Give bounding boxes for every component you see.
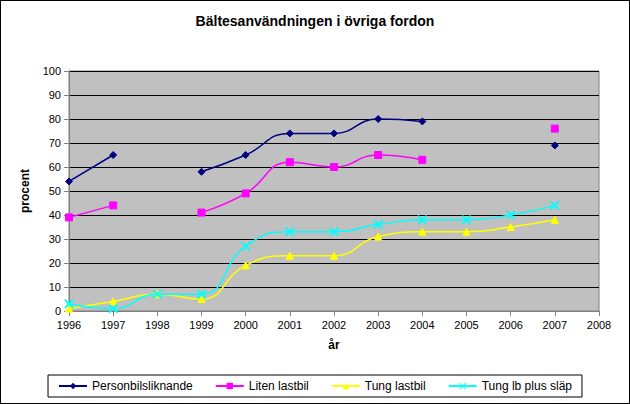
svg-text:2006: 2006 bbox=[498, 319, 522, 331]
svg-text:2005: 2005 bbox=[454, 319, 478, 331]
svg-text:1996: 1996 bbox=[57, 319, 81, 331]
svg-text:Bältesanvändningen i övriga fo: Bältesanvändningen i övriga fordon bbox=[196, 13, 435, 29]
svg-text:2004: 2004 bbox=[410, 319, 434, 331]
svg-text:2008: 2008 bbox=[587, 319, 611, 331]
svg-text:Personbilsliknande: Personbilsliknande bbox=[92, 379, 193, 393]
svg-text:20: 20 bbox=[49, 257, 61, 269]
svg-text:0: 0 bbox=[55, 305, 61, 317]
svg-text:100: 100 bbox=[43, 65, 61, 77]
svg-text:50: 50 bbox=[49, 185, 61, 197]
svg-text:90: 90 bbox=[49, 89, 61, 101]
svg-text:30: 30 bbox=[49, 233, 61, 245]
svg-text:2002: 2002 bbox=[322, 319, 346, 331]
svg-text:1997: 1997 bbox=[101, 319, 125, 331]
svg-text:1998: 1998 bbox=[145, 319, 169, 331]
svg-text:år: år bbox=[328, 338, 340, 352]
svg-text:40: 40 bbox=[49, 209, 61, 221]
svg-text:80: 80 bbox=[49, 113, 61, 125]
svg-text:1999: 1999 bbox=[189, 319, 213, 331]
svg-text:2001: 2001 bbox=[278, 319, 302, 331]
svg-text:2003: 2003 bbox=[366, 319, 390, 331]
svg-text:Tung lastbil: Tung lastbil bbox=[365, 379, 426, 393]
svg-text:Liten lastbil: Liten lastbil bbox=[249, 379, 309, 393]
svg-text:10: 10 bbox=[49, 281, 61, 293]
svg-text:70: 70 bbox=[49, 137, 61, 149]
svg-text:2000: 2000 bbox=[233, 319, 257, 331]
svg-text:2007: 2007 bbox=[543, 319, 567, 331]
svg-text:procent: procent bbox=[18, 169, 32, 213]
svg-text:60: 60 bbox=[49, 161, 61, 173]
svg-text:Tung lb plus släp: Tung lb plus släp bbox=[482, 379, 573, 393]
